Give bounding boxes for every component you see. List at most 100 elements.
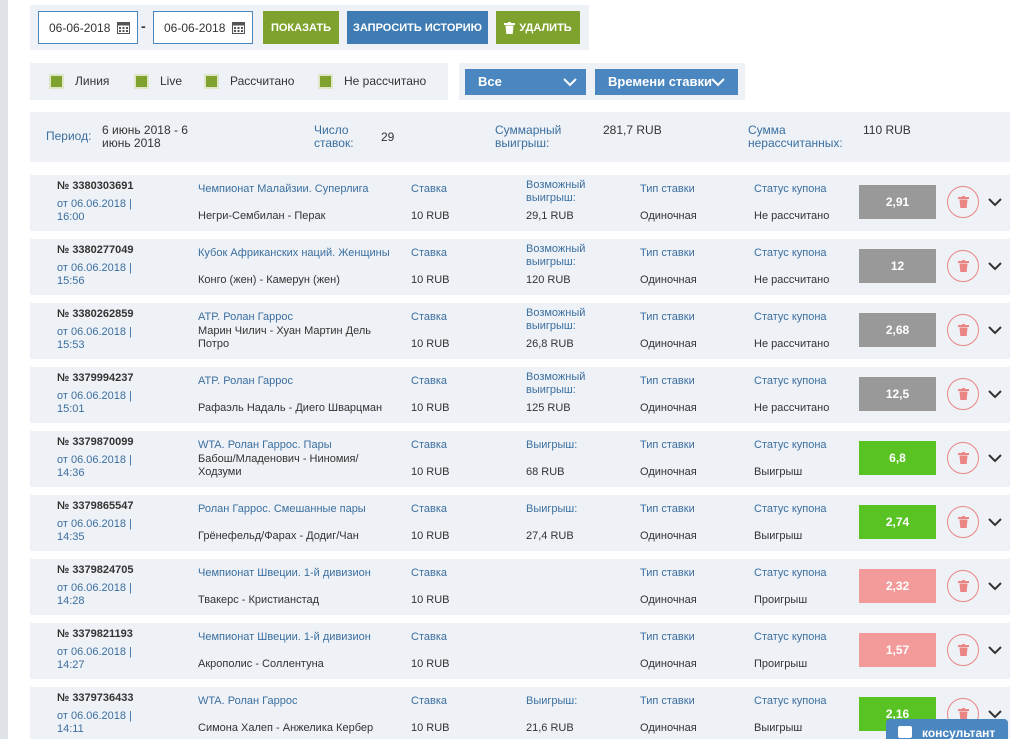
bet-id: № 3380277049 xyxy=(57,244,134,256)
button-label: ПОКАЗАТЬ xyxy=(270,21,332,34)
stake: 10 RUB xyxy=(411,722,450,734)
status: Не рассчитано xyxy=(754,274,830,286)
win-label: Выигрыш: xyxy=(526,503,578,515)
consultant-button[interactable]: консультант xyxy=(886,719,1008,739)
action-button[interactable]: ЗАПРОСИТЬ ИСТОРИЮ xyxy=(347,11,488,44)
action-button[interactable]: ПОКАЗАТЬ xyxy=(263,11,339,44)
bet-id: № 3379824705 xyxy=(57,564,134,576)
tournament: Чемпионат Швеции. 1-й дивизион xyxy=(198,567,371,579)
button-label: УДАЛИТЬ xyxy=(519,21,572,34)
action-button[interactable]: УДАЛИТЬ xyxy=(496,11,580,44)
dropdown[interactable]: Все xyxy=(465,69,586,95)
expand-button[interactable] xyxy=(988,198,1002,208)
checkbox-label: Линия xyxy=(75,74,110,88)
trash-icon xyxy=(957,644,969,656)
match: Негри-Сембилан - Перак xyxy=(198,210,326,222)
checkbox-bar: Линия Live Рассчитано Не рассчитано xyxy=(30,63,448,100)
tournament: ATP. Ролан Гаррос xyxy=(198,375,293,387)
bet-row: № 3379865547 от 06.06.2018 | 14:35 Ролан Г… xyxy=(30,495,1010,551)
coefficient: 12,5 xyxy=(859,377,936,411)
checkbox[interactable] xyxy=(134,74,149,89)
delete-button[interactable] xyxy=(947,314,979,346)
delete-button[interactable] xyxy=(947,186,979,218)
date-separator: - xyxy=(141,18,146,34)
date-input[interactable]: 06-06-2018 xyxy=(38,11,138,44)
filter-bar: 06-06-2018 06-06-2018 - ПОКАЗАТЬ ЗАПРОСИТЬ И… xyxy=(30,5,589,50)
tournament: Ролан Гаррос. Смешанные пары xyxy=(198,503,366,515)
status-label: Статус купона xyxy=(754,503,827,515)
chevron-icon xyxy=(563,78,577,87)
summary-label: Сумма нерассчитанных: xyxy=(748,123,843,150)
coefficient: 2,74 xyxy=(859,505,936,539)
type: Одиночная xyxy=(640,274,697,286)
stake: 10 RUB xyxy=(411,530,450,542)
stake-label: Ставка xyxy=(411,567,447,579)
stake: 10 RUB xyxy=(411,466,450,478)
checkbox[interactable] xyxy=(204,74,219,89)
checkbox-label: Рассчитано xyxy=(230,74,295,88)
stake-label: Ставка xyxy=(411,183,447,195)
bet-id: № 3379865547 xyxy=(57,500,134,512)
bet-date: от 06.06.2018 | 14:36 xyxy=(57,454,132,479)
status: Проигрыш xyxy=(754,594,808,606)
delete-button[interactable] xyxy=(947,442,979,474)
consultant-icon xyxy=(898,726,912,738)
delete-button[interactable] xyxy=(947,506,979,538)
bet-row: № 3379821193 от 06.06.2018 | 14:27 Чемпион… xyxy=(30,623,1010,679)
expand-button[interactable] xyxy=(988,326,1002,336)
win: 29,1 RUB xyxy=(526,210,574,222)
summary-label: Суммарный выигрыш: xyxy=(495,123,562,150)
tournament: Кубок Африканских наций. Женщины xyxy=(198,247,390,259)
delete-button[interactable] xyxy=(947,634,979,666)
checkbox[interactable] xyxy=(318,74,333,89)
tournament: Чемпионат Швеции. 1-й дивизион xyxy=(198,631,371,643)
trash-icon xyxy=(957,260,969,272)
expand-button[interactable] xyxy=(988,518,1002,528)
summary-value: 110 RUB xyxy=(863,123,911,137)
delete-button[interactable] xyxy=(947,378,979,410)
button-label: ЗАПРОСИТЬ ИСТОРИЮ xyxy=(352,21,483,34)
expand-button[interactable] xyxy=(988,582,1002,592)
summary-bar: Период: 6 июнь 2018 - 6 июнь 2018 Число ст… xyxy=(30,112,1010,162)
type-label: Тип ставки xyxy=(640,375,695,387)
type-label: Тип ставки xyxy=(640,567,695,579)
date-input[interactable]: 06-06-2018 xyxy=(153,11,253,44)
calendar-icon xyxy=(232,21,245,37)
status-label: Статус купона xyxy=(754,695,827,707)
type-label: Тип ставки xyxy=(640,311,695,323)
delete-button[interactable] xyxy=(947,250,979,282)
summary-value: 281,7 RUB xyxy=(603,123,662,137)
type-label: Тип ставки xyxy=(640,695,695,707)
delete-button[interactable] xyxy=(947,570,979,602)
bet-date: от 06.06.2018 | 15:53 xyxy=(57,326,132,351)
trash-icon xyxy=(504,21,516,34)
bet-row: № 3379736433 от 06.06.2018 | 14:11 WTA. Ро… xyxy=(30,687,1010,739)
tournament: WTA. Ролан Гаррос xyxy=(198,695,298,707)
bet-row: № 3380262859 от 06.06.2018 | 15:53 ATP. Ро… xyxy=(30,303,1010,359)
expand-button[interactable] xyxy=(988,710,1002,720)
bet-id: № 3379821193 xyxy=(57,628,133,640)
checkbox[interactable] xyxy=(49,74,64,89)
win: 125 RUB xyxy=(526,402,571,414)
expand-button[interactable] xyxy=(988,646,1002,656)
trash-icon xyxy=(957,580,969,592)
summary-label: Число ставок: xyxy=(314,123,354,150)
expand-button[interactable] xyxy=(988,454,1002,464)
stake-label: Ставка xyxy=(411,439,447,451)
status-label: Статус купона xyxy=(754,375,827,387)
bet-date: от 06.06.2018 | 14:27 xyxy=(57,646,132,671)
expand-button[interactable] xyxy=(988,262,1002,272)
expand-button[interactable] xyxy=(988,390,1002,400)
status: Не рассчитано xyxy=(754,210,830,222)
win-label: Выигрыш: xyxy=(526,439,578,451)
checkbox-label: Не рассчитано xyxy=(344,74,427,88)
dropdown-label: Времени ставки xyxy=(608,74,713,89)
win: 27,4 RUB xyxy=(526,530,574,542)
dropdown[interactable]: Времени ставки xyxy=(595,69,738,95)
stake: 10 RUB xyxy=(411,274,450,286)
type-label: Тип ставки xyxy=(640,631,695,643)
stake: 10 RUB xyxy=(411,338,450,350)
stake: 10 RUB xyxy=(411,210,450,222)
status: Не рассчитано xyxy=(754,338,830,350)
type-label: Тип ставки xyxy=(640,503,695,515)
